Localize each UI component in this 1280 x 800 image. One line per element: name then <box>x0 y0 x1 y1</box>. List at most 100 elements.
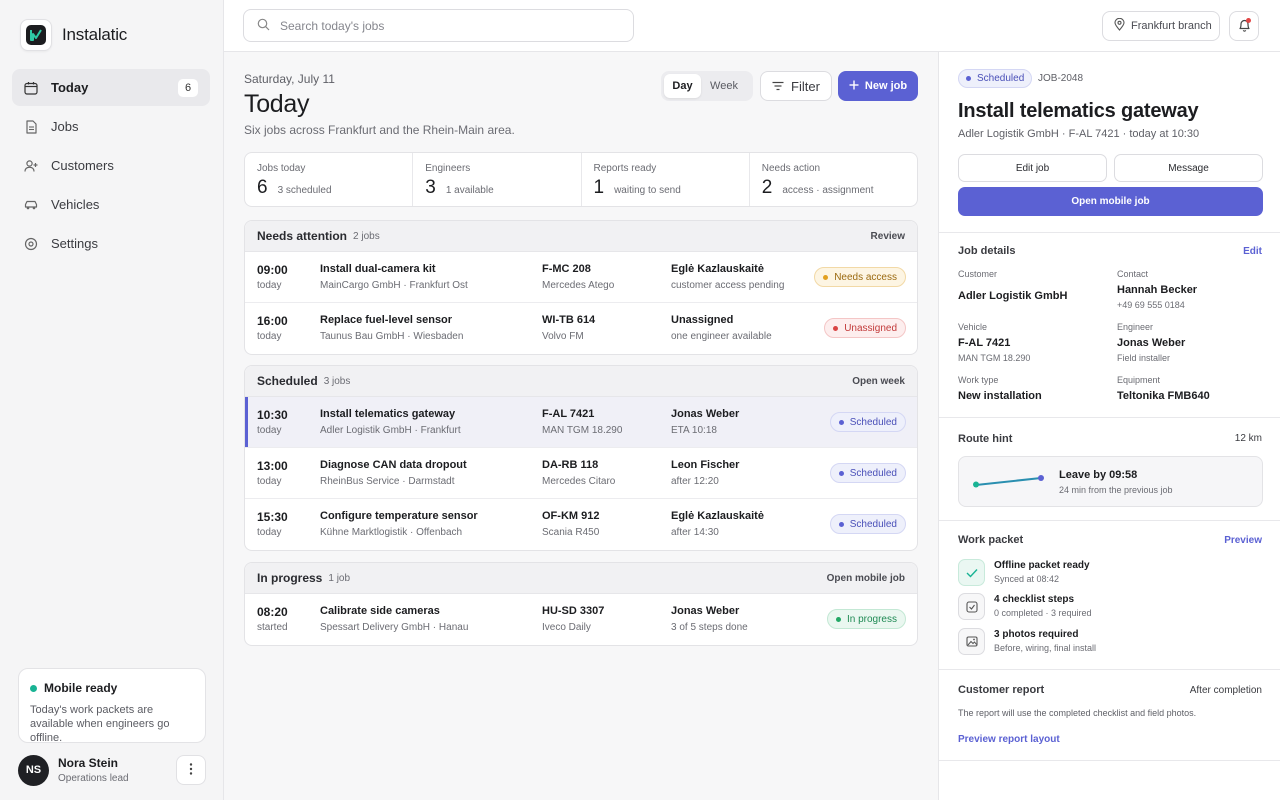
stat-jobs-today: Jobs today 6 3 scheduled <box>245 153 414 206</box>
location-pin-icon <box>1114 17 1125 34</box>
engineer-name: Eglė Kazlauskaitė <box>671 263 764 275</box>
job-client: MainCargo GmbH · Frankfurt Ost <box>320 280 468 291</box>
status-badge: In progress <box>826 609 906 629</box>
group-count: 3 jobs <box>323 375 351 387</box>
group-header: Scheduled 3 jobs Open week <box>245 366 917 397</box>
stat-note: 3 scheduled <box>277 185 332 196</box>
job-row-selected[interactable]: 10:30 today Install telematics gateway A… <box>245 397 917 448</box>
sidebar-item-today[interactable]: Today 6 <box>12 69 210 106</box>
job-row[interactable]: 16:00 today Replace fuel-level sensor Ta… <box>245 303 917 354</box>
user-profile: NS Nora Stein Operations lead <box>18 754 206 786</box>
stats-bar: Jobs today 6 3 scheduled Engineers 3 1 ava… <box>244 152 918 207</box>
route-card[interactable]: Leave by 09:58 24 min from the previous … <box>958 456 1263 507</box>
job-id: JOB-2048 <box>1038 73 1084 84</box>
open-week-link[interactable]: Open week <box>852 375 905 387</box>
work-packet-title: Work packet <box>958 534 1024 546</box>
new-job-label: New job <box>864 80 908 92</box>
group-count: 2 jobs <box>353 230 380 242</box>
vehicle-plate: HU-SD 3307 <box>542 605 605 617</box>
route-hint-title: Route hint <box>958 433 1013 445</box>
job-client: Adler Logistik GmbH · Frankfurt <box>320 425 461 436</box>
packet-item: 3 photos required Before, wiring, final … <box>958 628 1263 656</box>
status-badge: Scheduled <box>829 463 906 483</box>
user-role: Operations lead <box>58 773 129 784</box>
more-vertical-icon <box>189 762 193 779</box>
view-week-button[interactable]: Week <box>710 80 738 92</box>
vehicle-model: Mercedes Citaro <box>542 476 616 487</box>
vehicle-plate: OF-KM 912 <box>542 510 600 522</box>
page-date: Saturday, July 11 <box>244 72 335 86</box>
mobile-ready-card: Mobile ready Today's work packets are av… <box>18 668 206 744</box>
topbar: Frankfurt branch <box>224 0 1280 52</box>
job-name: Replace fuel-level sensor <box>320 314 453 326</box>
message-button[interactable]: Message <box>1114 154 1263 182</box>
car-icon <box>24 198 38 212</box>
status-badge: Scheduled <box>958 69 1033 88</box>
open-mobile-job-button[interactable]: Open mobile job <box>958 187 1263 216</box>
job-time: 08:20 <box>257 605 288 619</box>
group-title: Scheduled <box>257 374 318 388</box>
filter-button[interactable]: Filter <box>760 71 832 101</box>
field-contact: Contact Hannah Becker +49 69 555 0184 <box>1117 269 1198 310</box>
engineer-note: after 12:20 <box>671 476 719 487</box>
review-link[interactable]: Review <box>870 230 905 242</box>
job-time: 16:00 <box>257 314 288 328</box>
route-leave-time: Leave by 09:58 <box>1059 469 1138 481</box>
new-job-button[interactable]: New job <box>838 71 918 101</box>
engineer-name: Jonas Weber <box>671 408 740 420</box>
status-badge: Scheduled <box>829 514 906 534</box>
main-content: Saturday, July 11 Today Six jobs across … <box>224 52 938 800</box>
notifications-button[interactable] <box>1229 11 1259 41</box>
group-title: Needs attention <box>257 229 348 243</box>
edit-job-button[interactable]: Edit job <box>958 154 1107 182</box>
job-row[interactable]: 08:20 started Calibrate side cameras Spe… <box>245 594 917 645</box>
job-details-title: Job details <box>958 245 1016 257</box>
open-mobile-job-link[interactable]: Open mobile job <box>826 572 905 584</box>
job-client: Taunus Bau GmbH · Wiesbaden <box>320 331 464 342</box>
sidebar: Instalatic Today 6 Jobs Customers Ve <box>0 0 224 800</box>
status-badge: Scheduled <box>829 412 906 432</box>
avatar[interactable]: NS <box>18 754 49 786</box>
engineer-note: after 14:30 <box>671 527 719 538</box>
vehicle-plate: WI-TB 614 <box>542 314 596 326</box>
stat-value: 3 <box>425 177 436 198</box>
job-when: today <box>257 527 282 538</box>
engineer-name: Eglė Kazlauskaitė <box>671 510 764 522</box>
report-timing: After completion <box>1189 685 1262 696</box>
sidebar-item-label: Today <box>51 80 89 95</box>
job-time: 09:00 <box>257 263 288 277</box>
sidebar-item-customers[interactable]: Customers <box>12 147 210 184</box>
sidebar-item-vehicles[interactable]: Vehicles <box>12 186 210 223</box>
job-client: Kühne Marktlogistik · Offenbach <box>320 527 463 538</box>
field-work-type: Work type New installation <box>958 375 1042 402</box>
job-row[interactable]: 09:00 today Install dual-camera kit Main… <box>245 252 917 303</box>
group-in-progress: In progress 1 job Open mobile job 08:20 … <box>244 562 918 646</box>
branch-selector[interactable]: Frankfurt branch <box>1102 11 1220 41</box>
job-when: today <box>257 331 282 342</box>
job-row[interactable]: 15:30 today Configure temperature sensor… <box>245 499 917 550</box>
job-row[interactable]: 13:00 today Diagnose CAN data dropout Rh… <box>245 448 917 499</box>
engineer-note: one engineer available <box>671 331 772 342</box>
view-day-button[interactable]: Day <box>664 74 701 98</box>
job-when: today <box>257 476 282 487</box>
edit-details-link[interactable]: Edit <box>1243 246 1262 257</box>
sidebar-item-settings[interactable]: Settings <box>12 225 210 262</box>
job-client: Spessart Delivery GmbH · Hanau <box>320 622 469 633</box>
vehicle-plate: F-MC 208 <box>542 263 591 275</box>
preview-report-link[interactable]: Preview report layout <box>958 734 1060 745</box>
report-description: The report will use the completed checkl… <box>958 708 1197 718</box>
job-title: Install telematics gateway <box>958 100 1199 122</box>
group-header: Needs attention 2 jobs Review <box>245 221 917 252</box>
search-input[interactable] <box>280 18 620 33</box>
sidebar-item-jobs[interactable]: Jobs <box>12 108 210 145</box>
preview-packet-link[interactable]: Preview <box>1224 535 1262 546</box>
user-menu-button[interactable] <box>176 755 206 785</box>
view-toggle: Day Week <box>661 71 753 101</box>
brand[interactable]: Instalatic <box>20 19 127 51</box>
vehicle-model: Iveco Daily <box>542 622 591 633</box>
search-box[interactable] <box>243 9 634 42</box>
job-when: today <box>257 425 282 436</box>
status-dot <box>30 684 37 692</box>
job-client: RheinBus Service · Darmstadt <box>320 476 455 487</box>
vehicle-plate: DA-RB 118 <box>542 459 599 471</box>
